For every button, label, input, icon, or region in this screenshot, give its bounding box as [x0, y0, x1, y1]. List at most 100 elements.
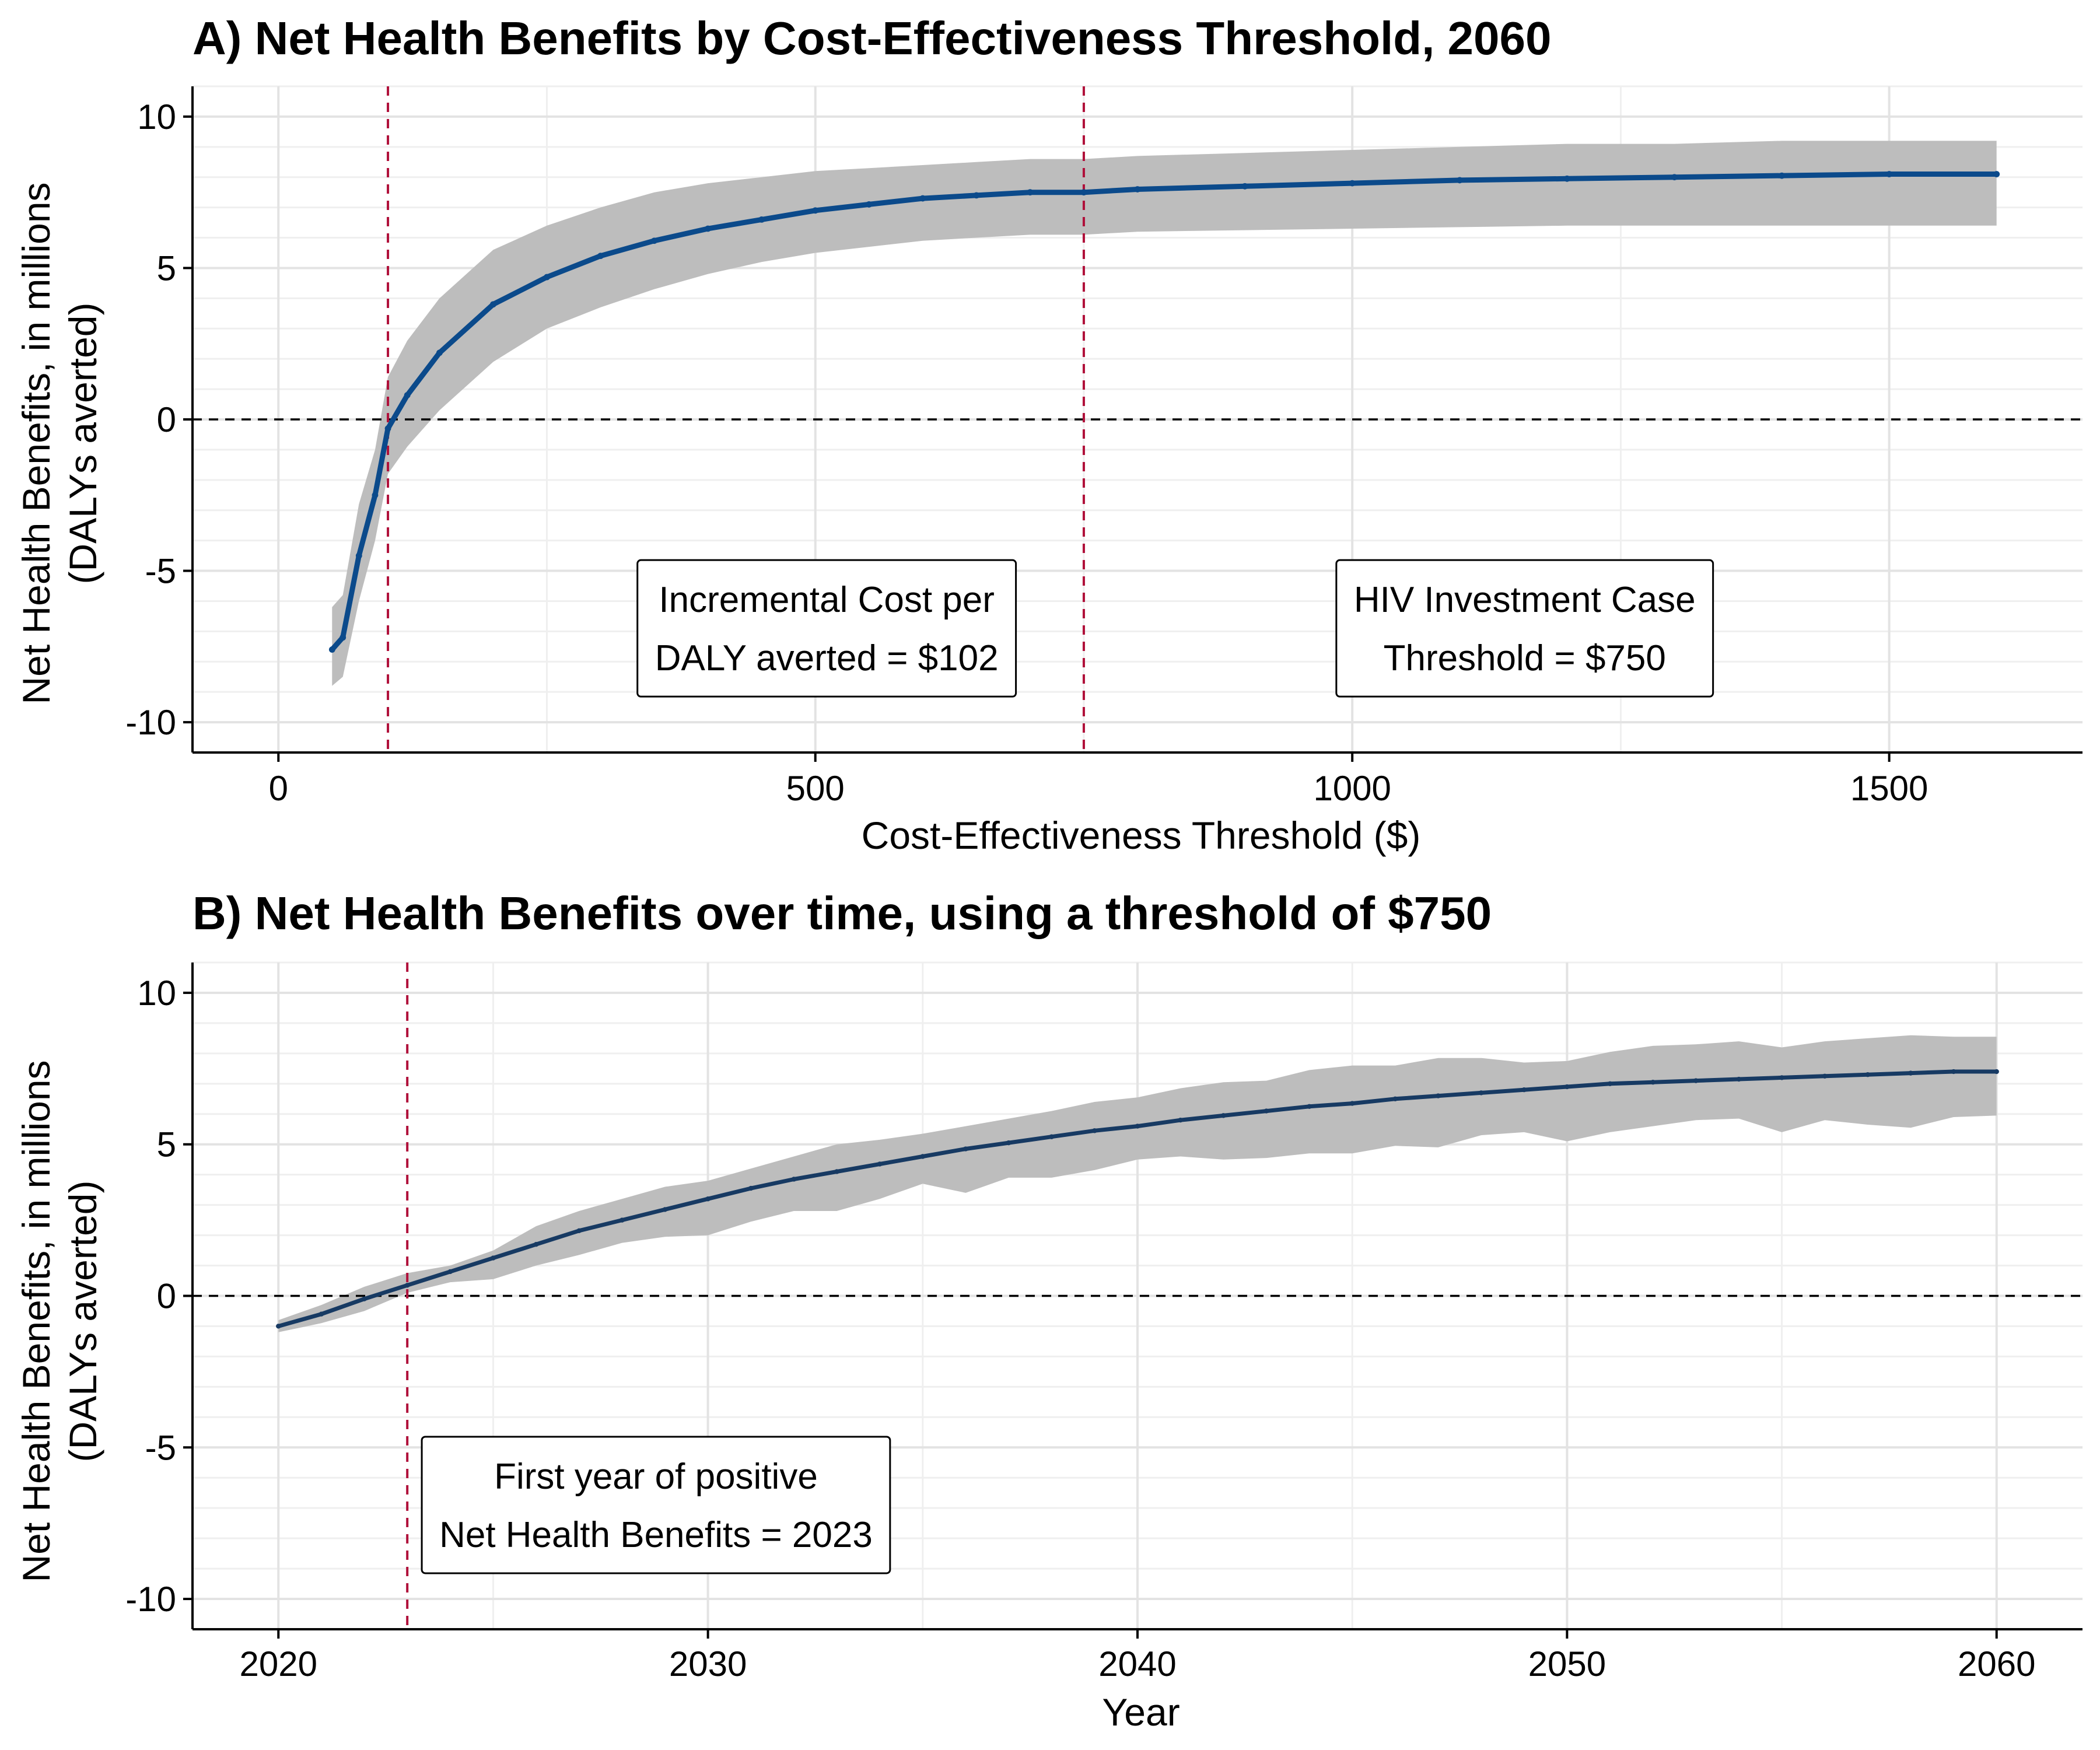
annotation-text-line: HIV Investment Case	[1354, 580, 1696, 620]
data-point	[1564, 1084, 1570, 1090]
annotation-label: HIV Investment Case Threshold = $750	[1335, 559, 1714, 698]
x-tick-label: 2030	[669, 1644, 747, 1684]
data-point	[544, 274, 550, 281]
uncertainty-ribbon	[278, 1035, 1997, 1332]
annotation-text-line: First year of positive	[494, 1457, 818, 1497]
data-point	[1951, 1069, 1957, 1074]
x-tick-label: 0	[269, 769, 288, 808]
panel-b-y-axis-label-line2: (DALYs averted)	[61, 1181, 104, 1462]
annotation-box	[421, 1436, 891, 1574]
data-point	[1822, 1073, 1828, 1079]
data-point	[791, 1177, 797, 1182]
data-point	[576, 1228, 582, 1233]
data-point	[1264, 1108, 1269, 1114]
panel-b-ribbon	[278, 1035, 1997, 1332]
panel-b-title: B) Net Health Benefits over time, using …	[192, 887, 1492, 939]
data-point	[877, 1161, 883, 1167]
data-point	[1392, 1096, 1398, 1101]
data-point	[1994, 1069, 1999, 1074]
data-point	[1049, 1134, 1054, 1139]
data-point	[491, 1255, 496, 1261]
annotation-text-line: Threshold = $750	[1384, 638, 1666, 678]
data-point	[1736, 1076, 1742, 1082]
data-point	[372, 492, 379, 499]
data-point	[705, 225, 712, 232]
data-point	[340, 634, 346, 641]
annotation-text-line: Net Health Benefits = 2023	[439, 1515, 873, 1555]
panel-a-y-axis-label-line1: Net Health Benefits, in millions	[15, 182, 58, 704]
data-point	[1092, 1128, 1097, 1133]
data-point	[1456, 177, 1463, 184]
data-point	[1349, 180, 1356, 187]
data-point	[1563, 175, 1570, 182]
data-point	[1650, 1080, 1656, 1085]
annotation-label: Incremental Cost per DALY averted = $102	[636, 559, 1017, 698]
panel-b-y-axis-label-line1: Net Health Benefits, in millions	[15, 1060, 58, 1582]
x-tick-label: 2050	[1528, 1644, 1606, 1684]
y-tick-label: 10	[137, 974, 176, 1013]
data-point	[404, 392, 411, 398]
panel-a-y-axis-label-line2: (DALYs averted)	[61, 303, 104, 584]
y-tick-label: -5	[145, 1428, 176, 1467]
data-point	[1349, 1101, 1355, 1106]
data-point	[490, 301, 496, 308]
data-point	[1779, 172, 1785, 179]
data-point	[328, 646, 335, 653]
panel-b-axes: -10 -5 0 5 10 2020 2030 2040 2050 2060	[125, 963, 2082, 1684]
panel-b-x-axis-label: Year	[1102, 1690, 1180, 1734]
data-point	[533, 1241, 539, 1247]
data-point	[1135, 1124, 1140, 1129]
data-point	[1521, 1087, 1527, 1093]
y-tick-label: 5	[157, 1125, 176, 1164]
data-point	[1993, 171, 2000, 177]
data-point	[436, 349, 443, 356]
panel-a-x-axis-label: Cost-Effectiveness Threshold ($)	[862, 814, 1421, 857]
data-point	[355, 552, 362, 559]
panel-a-annotations: Incremental Cost per DALY averted = $102 H…	[636, 559, 1714, 698]
data-point	[404, 1283, 410, 1288]
panel-a-axes: -10 -5 0 5 10 0 500 1000 1500	[125, 86, 2082, 808]
data-point	[705, 1196, 710, 1202]
y-tick-label: -10	[125, 1580, 176, 1619]
data-point	[651, 237, 657, 244]
annotation-box	[1335, 559, 1714, 698]
x-tick-label: 2040	[1098, 1644, 1176, 1684]
data-point	[1307, 1104, 1312, 1109]
data-point	[276, 1324, 281, 1329]
y-tick-label: 0	[157, 1277, 176, 1316]
panel-b-series	[276, 1069, 1999, 1329]
panel-a-series	[328, 171, 2000, 653]
y-tick-label: 10	[137, 97, 176, 136]
data-point	[834, 1169, 839, 1174]
x-tick-label: 1500	[1850, 769, 1928, 808]
data-point	[1671, 174, 1678, 181]
annotation-text-line: Incremental Cost per	[659, 580, 994, 620]
net-health-benefits-line	[329, 172, 2000, 652]
data-point	[866, 201, 873, 208]
data-point	[1478, 1090, 1484, 1096]
data-point	[963, 1146, 968, 1152]
data-point	[1027, 189, 1034, 196]
data-point	[1779, 1075, 1784, 1080]
x-tick-label: 500	[786, 769, 845, 808]
data-point	[1693, 1078, 1699, 1083]
uncertainty-ribbon	[332, 141, 1997, 686]
data-point	[919, 195, 926, 202]
panel-a-title: A) Net Health Benefits by Cost-Effective…	[192, 12, 1552, 64]
panel-a-ribbon	[332, 141, 1997, 686]
panel-b-reference-lines	[192, 963, 2082, 1629]
data-point	[973, 192, 980, 199]
panel-a: A) Net Health Benefits by Cost-Effective…	[15, 12, 2082, 857]
y-tick-label: -5	[145, 552, 176, 591]
data-point	[662, 1207, 668, 1212]
panel-a-reference-lines	[192, 86, 2082, 752]
data-point	[620, 1217, 625, 1223]
data-point	[1134, 186, 1141, 192]
data-point	[1908, 1070, 1913, 1076]
data-point	[447, 1269, 453, 1275]
x-tick-label: 2020	[240, 1644, 317, 1684]
y-tick-label: -10	[125, 703, 176, 742]
data-point	[1178, 1117, 1183, 1123]
data-point	[1436, 1093, 1441, 1098]
data-point	[1006, 1140, 1012, 1146]
